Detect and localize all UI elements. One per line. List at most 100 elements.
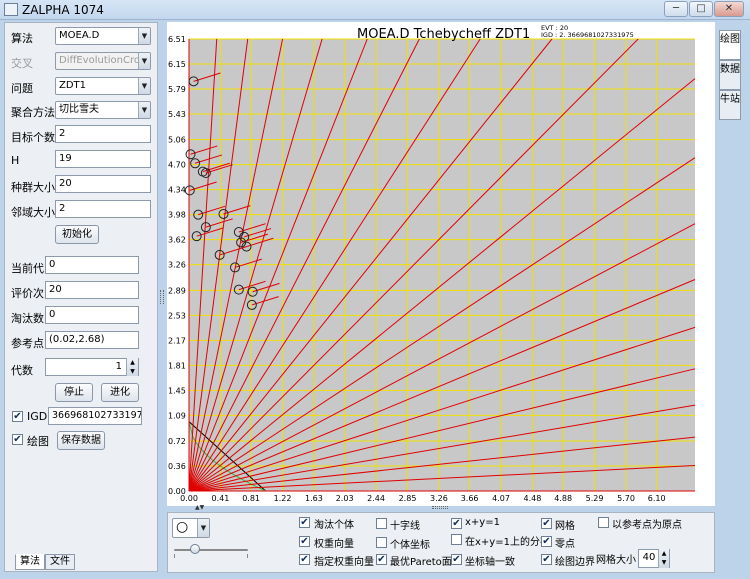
chevron-down-icon: ▼ bbox=[138, 78, 150, 94]
individual-coords-checkbox[interactable] bbox=[376, 537, 387, 548]
title-bar: ZALPHA 1074 ─ □ ✕ bbox=[0, 0, 750, 20]
generations-value: 1 bbox=[116, 361, 122, 372]
reference-origin-label: 以参考点为原点 bbox=[612, 516, 682, 531]
crossover-label: 交叉 bbox=[11, 55, 33, 71]
init-button[interactable]: 初始化 bbox=[55, 225, 99, 244]
evaluations-input[interactable]: 20 bbox=[45, 281, 139, 299]
splitter-handle[interactable] bbox=[160, 290, 164, 304]
evolve-button[interactable]: 进化 bbox=[101, 383, 139, 402]
chart-title: MOEA.D Tchebycheff ZDT1 bbox=[357, 27, 530, 42]
generations-spinner[interactable]: 1 bbox=[45, 358, 139, 376]
algorithm-value: MOEA.D bbox=[59, 30, 99, 41]
stop-button[interactable]: 停止 bbox=[55, 383, 93, 402]
generation-label: 当前代 bbox=[11, 260, 44, 276]
problem-select[interactable]: ZDT1 ▼ bbox=[55, 77, 151, 95]
chevron-down-icon: ▼ bbox=[138, 102, 150, 118]
eliminated-input[interactable]: 0 bbox=[45, 306, 139, 324]
y-tick-label: 6.15 bbox=[168, 60, 186, 69]
slider-ticks bbox=[174, 554, 248, 558]
crosshair-checkbox[interactable] bbox=[376, 518, 387, 529]
igd-checkbox[interactable]: ✔ bbox=[12, 411, 23, 422]
reference-origin-checkbox[interactable] bbox=[598, 517, 609, 528]
tab-file[interactable]: 文件 bbox=[45, 554, 75, 570]
grid-checkbox[interactable]: ✔ bbox=[541, 518, 552, 529]
y-tick-label: 0.36 bbox=[168, 462, 186, 471]
y-tick-label: 2.17 bbox=[168, 336, 186, 345]
y-tick-label: 4.34 bbox=[168, 186, 186, 195]
y-tick-label: 5.43 bbox=[168, 110, 186, 119]
distribution-checkbox[interactable] bbox=[451, 534, 462, 545]
neighborhood-label: 邻域大小 bbox=[11, 204, 55, 220]
plot-checkbox[interactable]: ✔ bbox=[12, 434, 23, 445]
plot-label: 绘图 bbox=[27, 433, 49, 449]
generation-input[interactable]: 0 bbox=[45, 256, 139, 274]
crossover-select[interactable]: DiffEvolutionCro... ▼ bbox=[55, 52, 151, 70]
crosshair-label: 十字线 bbox=[390, 517, 420, 532]
tab-plot[interactable]: 绘图 bbox=[719, 30, 741, 60]
y-tick-label: 2.89 bbox=[168, 286, 186, 295]
left-panel: 算法 MOEA.D ▼ 交叉 DiffEvolutionCro... ▼ 问题 ZD… bbox=[4, 22, 158, 572]
x-tick-label: 4.48 bbox=[524, 494, 542, 503]
h-label: H bbox=[11, 154, 19, 167]
y-tick-label: 2.53 bbox=[168, 311, 186, 320]
population-input[interactable]: 20 bbox=[55, 175, 151, 193]
h-input[interactable]: 19 bbox=[55, 150, 151, 168]
size-slider-thumb[interactable] bbox=[190, 544, 200, 554]
objectives-input[interactable]: 2 bbox=[55, 125, 151, 143]
size-slider-track[interactable] bbox=[174, 549, 248, 551]
y-tick-label: 5.06 bbox=[168, 136, 186, 145]
bottom-panel: ○ ▼ ✔ 淘汰个体 十字线 ✔ x+y=1 ✔ 网格 以参考点为原点 ✔ 权重向… bbox=[167, 512, 715, 573]
x-tick-label: 2.44 bbox=[367, 494, 385, 503]
weight-vectors-checkbox[interactable]: ✔ bbox=[299, 536, 310, 547]
y-tick-label: 3.26 bbox=[168, 261, 186, 270]
specified-weights-label: 指定权重向量 bbox=[314, 553, 374, 568]
chart-info-igd: IGD : 2. 3669681027331975 bbox=[541, 31, 634, 39]
evaluations-label: 评价次 bbox=[11, 285, 44, 301]
eliminated-individuals-checkbox[interactable]: ✔ bbox=[299, 517, 310, 528]
igd-value-field[interactable]: 3669681027331975 bbox=[48, 407, 142, 425]
spinner-arrows-icon[interactable]: ▲ ▼ bbox=[126, 358, 138, 376]
xy-line-checkbox[interactable]: ✔ bbox=[451, 518, 462, 529]
minimize-button[interactable]: ─ bbox=[664, 1, 688, 17]
plot-border-label: 绘图边界 bbox=[555, 553, 595, 568]
close-button[interactable]: ✕ bbox=[714, 1, 744, 17]
x-tick-label: 3.66 bbox=[461, 494, 479, 503]
y-tick-label: 1.45 bbox=[168, 386, 186, 395]
tab-data[interactable]: 数据 bbox=[719, 60, 741, 90]
circle-shape-icon: ○ bbox=[176, 519, 188, 535]
save-data-button[interactable]: 保存数据 bbox=[57, 431, 105, 450]
axes-equal-checkbox[interactable]: ✔ bbox=[451, 554, 462, 565]
problem-value: ZDT1 bbox=[59, 80, 86, 91]
optimal-pareto-checkbox[interactable]: ✔ bbox=[376, 554, 387, 565]
eliminated-individuals-label: 淘汰个体 bbox=[314, 516, 354, 531]
spinner-arrows-icon[interactable]: ▲ ▼ bbox=[658, 549, 669, 568]
grid-size-value: 40 bbox=[643, 552, 656, 563]
aggregation-select[interactable]: 切比雪夫 ▼ bbox=[55, 101, 151, 119]
x-tick-label: 4.88 bbox=[554, 494, 572, 503]
objectives-label: 目标个数 bbox=[11, 129, 55, 145]
tab-algorithm[interactable]: 算法 bbox=[15, 554, 45, 570]
collapse-arrows-icon[interactable]: ▲▼ bbox=[195, 504, 204, 511]
zero-point-checkbox[interactable]: ✔ bbox=[541, 536, 552, 547]
chart-panel: 0.00 0.41 0.81 1.22 1.63 2.03 2.44 2.85 3.26 3.66… bbox=[167, 22, 715, 506]
x-tick-label: 1.22 bbox=[274, 494, 292, 503]
axes-equal-label: 坐标轴一致 bbox=[465, 553, 515, 568]
y-tick-label: 1.09 bbox=[168, 411, 186, 420]
plot-border-checkbox[interactable]: ✔ bbox=[541, 554, 552, 565]
splitter-handle-horizontal[interactable] bbox=[432, 506, 448, 509]
reference-input[interactable]: (0.02,2.68) bbox=[45, 331, 139, 349]
eliminated-label: 淘汰数 bbox=[11, 310, 44, 326]
x-tick-label: 0.41 bbox=[212, 494, 230, 503]
point-shape-select[interactable]: ○ ▼ bbox=[172, 518, 210, 538]
chart-svg: 0.00 0.41 0.81 1.22 1.63 2.03 2.44 2.85 3.26 3.66… bbox=[167, 22, 715, 506]
chevron-down-icon: ▼ bbox=[197, 519, 209, 537]
neighborhood-input[interactable]: 2 bbox=[55, 200, 151, 218]
specified-weights-checkbox[interactable]: ✔ bbox=[299, 554, 310, 565]
problem-label: 问题 bbox=[11, 80, 33, 96]
restore-button[interactable]: □ bbox=[689, 1, 713, 17]
algorithm-select[interactable]: MOEA.D ▼ bbox=[55, 27, 151, 45]
generations-label: 代数 bbox=[11, 362, 33, 378]
y-tick-label: 6.51 bbox=[168, 35, 186, 44]
tab-station[interactable]: 牛站 bbox=[719, 90, 741, 120]
chevron-down-icon: ▼ bbox=[138, 28, 150, 44]
